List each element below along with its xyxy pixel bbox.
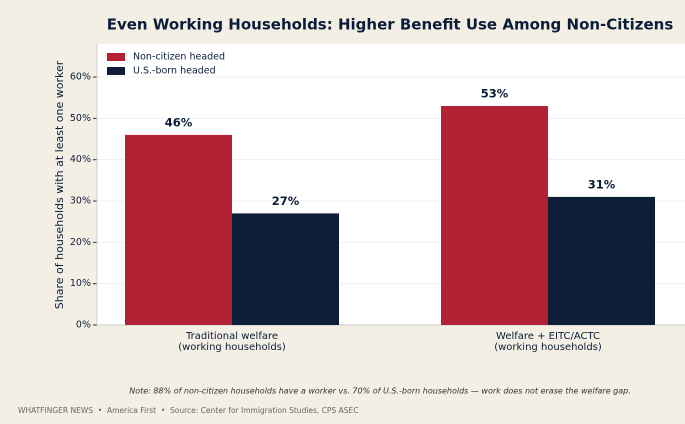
data-label: 46% xyxy=(165,115,193,129)
y-tick-label: 40% xyxy=(70,154,91,165)
x-tick-label: Traditional welfare (working households) xyxy=(178,331,286,353)
chart-title: Even Working Households: Higher Benefit … xyxy=(107,16,674,34)
bar xyxy=(441,105,548,325)
y-tick-label: 20% xyxy=(70,237,91,248)
data-label: 53% xyxy=(481,86,509,100)
y-tick-label: 10% xyxy=(70,278,91,289)
legend-label: U.S.-born headed xyxy=(133,66,216,77)
legend-swatch xyxy=(107,53,125,61)
x-tick-label: Welfare + EITC/ACTC (working households) xyxy=(494,331,602,353)
data-label: 27% xyxy=(272,194,300,208)
y-tick-label: 60% xyxy=(70,72,91,83)
y-tick-label: 30% xyxy=(70,196,91,207)
legend-label: Non-citizen headed xyxy=(133,52,225,63)
y-tick-label: 50% xyxy=(70,113,91,124)
legend-swatch xyxy=(107,67,125,75)
footer: WHATFINGER NEWS • America First • Source… xyxy=(18,406,358,415)
bar xyxy=(125,134,232,325)
bar xyxy=(548,196,655,325)
y-tick-label: 0% xyxy=(76,320,91,331)
y-axis-label: Share of households with at least one wo… xyxy=(53,60,66,309)
data-label: 31% xyxy=(588,177,616,191)
note: Note: 88% of non-citizen households have… xyxy=(129,387,631,396)
bar xyxy=(232,213,339,325)
